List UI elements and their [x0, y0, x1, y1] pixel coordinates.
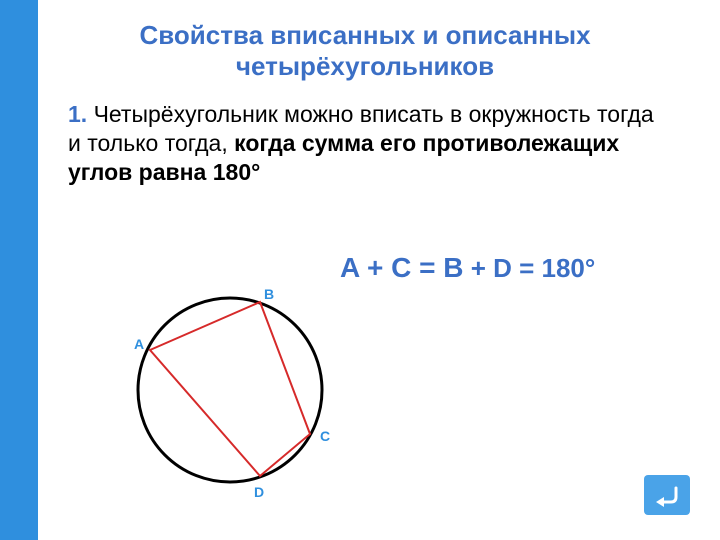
vertex-label-b: B	[264, 286, 274, 302]
diagram-svg	[120, 280, 340, 500]
formula-part1: A + C =	[340, 252, 443, 283]
vertex-label-d: D	[254, 484, 264, 500]
formula-part3: + D = 180°	[463, 253, 595, 283]
list-number: 1.	[68, 101, 87, 127]
vertex-label-a: A	[134, 336, 144, 352]
circle-diagram: A B C D	[120, 280, 340, 500]
formula: A + C = B + D = 180°	[340, 252, 595, 284]
inscribed-quadrilateral	[150, 302, 310, 476]
return-arrow-icon	[652, 482, 682, 508]
return-button[interactable]	[644, 475, 690, 515]
theorem-text: 1. Четырёхугольник можно вписать в окруж…	[0, 92, 720, 186]
accent-sidebar	[0, 0, 38, 540]
formula-part2: B	[443, 252, 463, 283]
vertex-label-c: C	[320, 428, 330, 444]
page-title: Свойства вписанных и описанных четырёхуг…	[0, 0, 720, 92]
